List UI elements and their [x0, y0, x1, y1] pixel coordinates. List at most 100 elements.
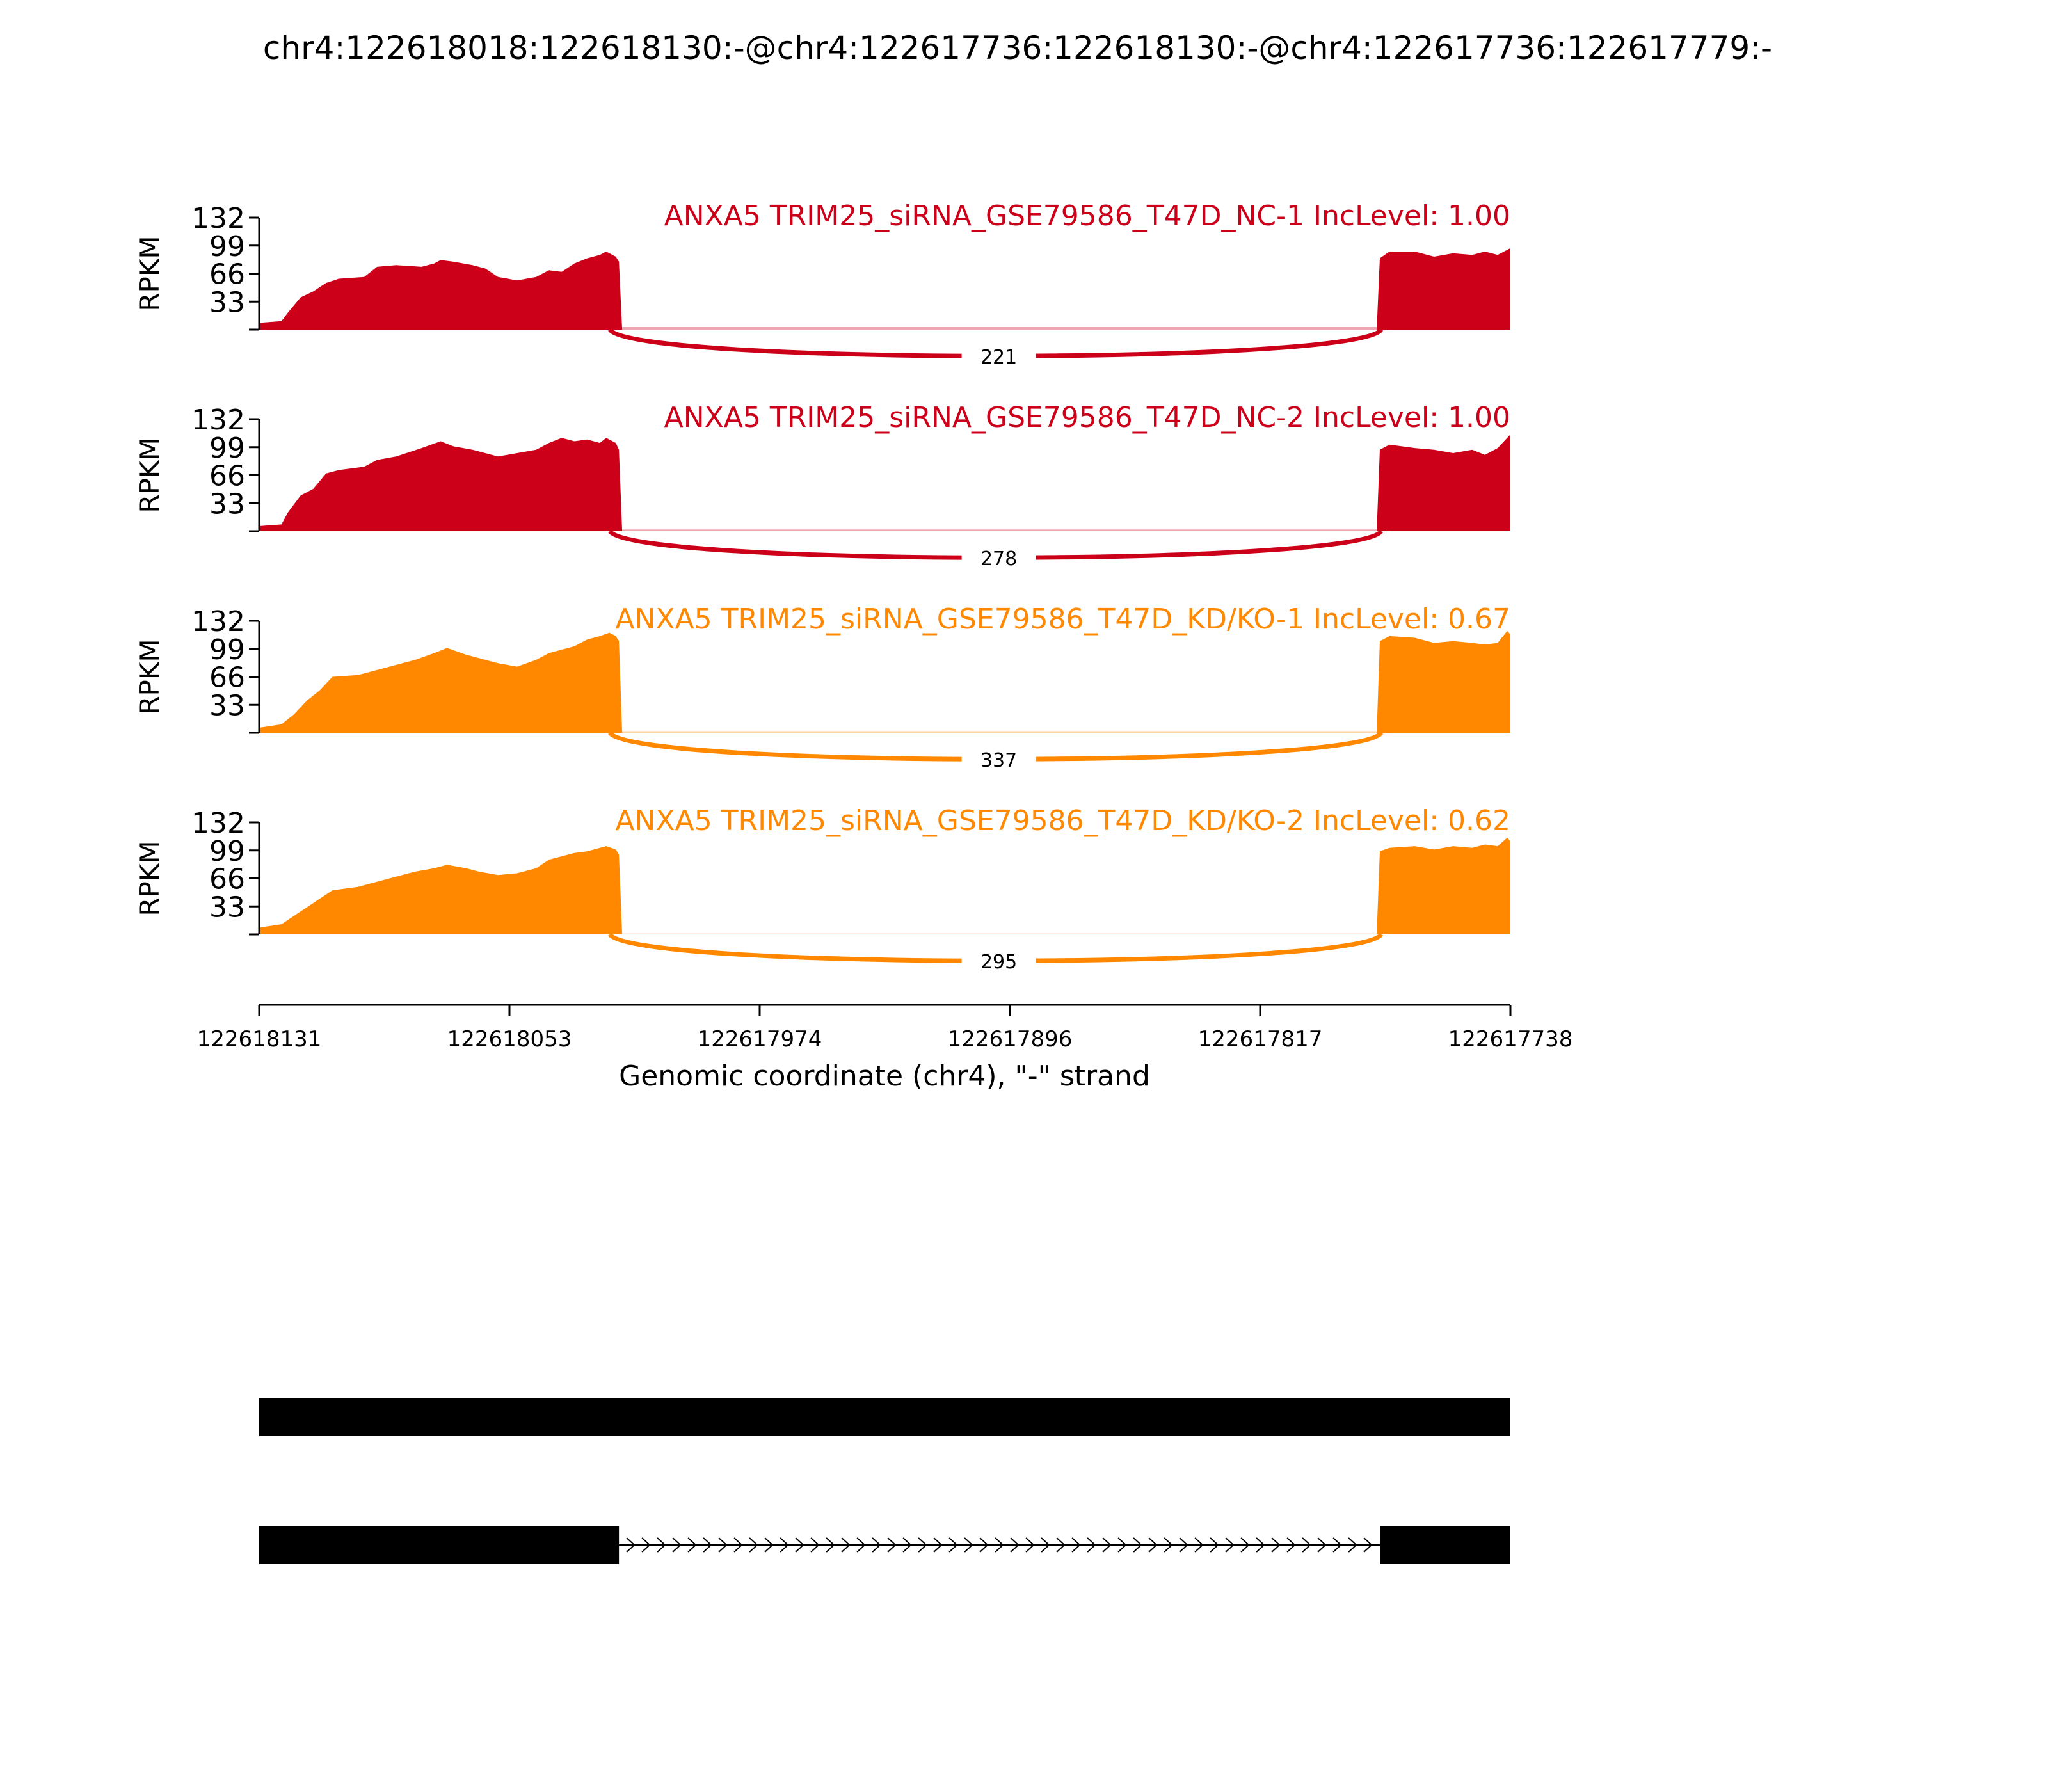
strand-arrow — [764, 1537, 774, 1553]
strand-arrow — [1117, 1537, 1127, 1553]
strand-arrow — [810, 1537, 820, 1553]
junction-count: 278 — [980, 548, 1017, 570]
strand-arrow — [1317, 1537, 1327, 1553]
strand-arrow — [1010, 1537, 1020, 1553]
strand-arrow — [1240, 1537, 1250, 1553]
strand-arrow — [1148, 1537, 1158, 1553]
x-tick-label: 122618053 — [447, 1027, 572, 1052]
strand-arrow — [1348, 1537, 1357, 1553]
track-label: ANXA5 TRIM25_siRNA_GSE79586_T47D_NC-2 In… — [664, 401, 1510, 434]
junction-count-bg — [961, 340, 1036, 373]
x-tick-label: 122617738 — [1448, 1027, 1573, 1052]
strand-arrow — [887, 1537, 897, 1553]
y-tick-label: 33 — [209, 891, 245, 924]
y-tick-label: 132 — [191, 202, 245, 235]
strand-arrow — [733, 1537, 743, 1553]
junction-count: 337 — [980, 749, 1017, 772]
coverage-area-right — [1377, 434, 1510, 531]
strand-arrow — [841, 1537, 851, 1553]
strand-arrow — [1041, 1537, 1050, 1553]
coverage-area-right — [1377, 630, 1510, 733]
y-tick-label: 33 — [209, 689, 245, 722]
strand-arrow — [856, 1537, 866, 1553]
strand-arrow — [1286, 1537, 1296, 1553]
y-tick-label: 99 — [209, 432, 245, 465]
y-tick-label: 66 — [209, 460, 245, 493]
strand-arrow — [979, 1537, 989, 1553]
strand-arrow — [872, 1537, 881, 1553]
strand-arrow — [1332, 1537, 1342, 1553]
strand-arrow — [1133, 1537, 1142, 1553]
y-tick-label: 66 — [209, 863, 245, 896]
y-tick-label: 132 — [191, 807, 245, 840]
strand-arrow — [1025, 1537, 1035, 1553]
strand-arrow — [1071, 1537, 1081, 1553]
exon-block — [1380, 1526, 1510, 1564]
strand-arrow — [687, 1537, 697, 1553]
junction-count-bg — [961, 743, 1036, 776]
strand-arrow — [964, 1537, 973, 1553]
intron-coverage — [619, 529, 1380, 531]
plot-title: chr4:122618018:122618130:-@chr4:12261773… — [263, 29, 1772, 67]
y-tick-label: 33 — [209, 488, 245, 520]
y-axis-label: RPKM — [134, 236, 165, 311]
y-tick-label: 33 — [209, 286, 245, 319]
strand-arrow — [948, 1537, 958, 1553]
isoform-model — [259, 1398, 1510, 1436]
y-tick-label: 66 — [209, 662, 245, 694]
coverage-area-right — [1377, 837, 1510, 934]
strand-arrow — [1102, 1537, 1112, 1553]
x-axis-label: Genomic coordinate (chr4), "-" strand — [619, 1060, 1150, 1092]
strand-arrow — [749, 1537, 758, 1553]
intron-coverage — [619, 327, 1380, 330]
intron-coverage — [619, 731, 1380, 733]
y-tick-label: 66 — [209, 259, 245, 291]
track-label: ANXA5 TRIM25_siRNA_GSE79586_T47D_NC-1 In… — [664, 200, 1510, 232]
coverage-area-left — [259, 846, 623, 934]
strand-arrow — [1256, 1537, 1265, 1553]
isoform-model — [259, 1526, 1510, 1564]
exon-block — [259, 1526, 620, 1564]
x-tick-label: 122617896 — [948, 1027, 1073, 1052]
y-axis-label: RPKM — [134, 639, 165, 714]
strand-arrow — [641, 1537, 651, 1553]
x-tick-label: 122618131 — [197, 1027, 322, 1052]
strand-arrow — [795, 1537, 804, 1553]
coverage-area-left — [259, 632, 623, 733]
strand-arrow — [1179, 1537, 1188, 1553]
strand-arrow — [1056, 1537, 1066, 1553]
coverage-area-right — [1377, 248, 1510, 330]
track-label: ANXA5 TRIM25_siRNA_GSE79586_T47D_KD/KO-2… — [615, 804, 1510, 837]
strand-arrow — [1194, 1537, 1204, 1553]
strand-arrow — [1302, 1537, 1311, 1553]
track-label: ANXA5 TRIM25_siRNA_GSE79586_T47D_KD/KO-1… — [615, 603, 1510, 636]
y-tick-label: 99 — [209, 634, 245, 666]
strand-arrow — [933, 1537, 943, 1553]
strand-arrow — [918, 1537, 927, 1553]
strand-arrow — [703, 1537, 712, 1553]
strand-arrow — [718, 1537, 728, 1553]
y-axis-label: RPKM — [134, 840, 165, 916]
strand-arrow — [1271, 1537, 1281, 1553]
strand-arrow — [902, 1537, 912, 1553]
x-tick-label: 122617817 — [1198, 1027, 1323, 1052]
strand-arrow — [1164, 1537, 1173, 1553]
junction-count-bg — [961, 945, 1036, 978]
strand-arrow — [672, 1537, 682, 1553]
y-tick-label: 132 — [191, 404, 245, 436]
strand-arrow — [1087, 1537, 1096, 1553]
strand-arrow — [1225, 1537, 1235, 1553]
strand-arrow — [1210, 1537, 1219, 1553]
strand-arrow — [780, 1537, 789, 1553]
strand-arrow — [1363, 1537, 1373, 1553]
strand-arrow — [657, 1537, 666, 1553]
strand-arrow — [995, 1537, 1004, 1553]
y-axis-label: RPKM — [134, 437, 165, 513]
junction-count: 295 — [980, 951, 1017, 973]
strand-arrow — [826, 1537, 835, 1553]
coverage-area-left — [259, 438, 623, 531]
